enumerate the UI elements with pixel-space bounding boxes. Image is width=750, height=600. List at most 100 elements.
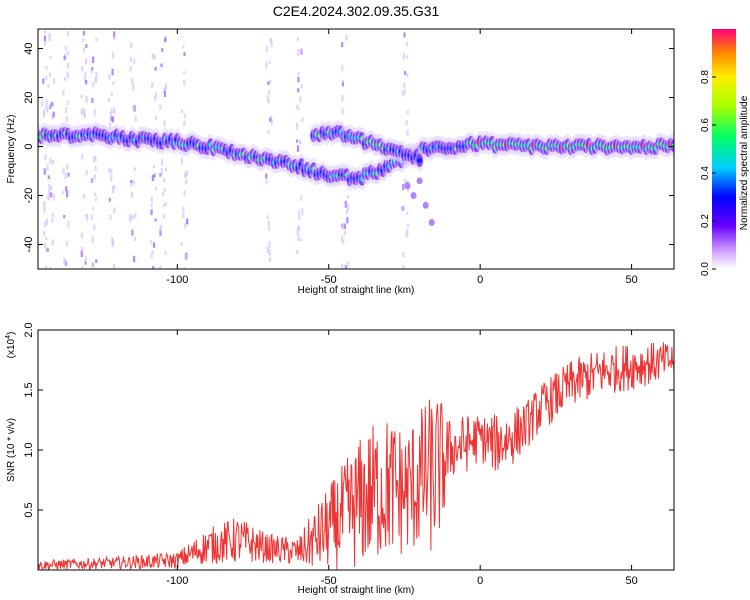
spectrogram-noise-cell xyxy=(163,90,167,97)
spectrogram-noise-cell xyxy=(111,68,114,76)
spectrogram-x-tick-label: 0 xyxy=(477,274,483,286)
spectrogram-noise-cell xyxy=(49,56,52,60)
colorbar-tick-label: 0.6 xyxy=(700,118,711,132)
spectrogram-noise-cell xyxy=(402,205,406,212)
spectrogram-noise-cell xyxy=(66,164,69,170)
spectrogram-noise-cell xyxy=(265,62,268,69)
spectrogram-noise-cell xyxy=(151,175,155,182)
spectrogram-noise-cell xyxy=(402,264,405,269)
spectrogram-noise-cell xyxy=(405,42,409,47)
spectrogram-noise-cell xyxy=(265,179,268,184)
spectrogram-y-tick-label: -20 xyxy=(23,188,35,204)
spectrogram-noise-cell xyxy=(51,217,54,223)
spectrogram-noise-cell xyxy=(183,120,186,127)
spectrogram-panel: -100 -50 0 50 -40 -20 0 20 40 Height of straigh… xyxy=(6,28,675,296)
snr-series-line xyxy=(38,342,674,570)
colorbar-tick-label: 0.0 xyxy=(700,262,711,276)
spectrogram-noise-cell xyxy=(131,215,134,220)
spectrogram-noise-cell xyxy=(113,185,116,190)
spectrogram-noise-cell xyxy=(299,48,302,53)
spectrogram-noise-cell xyxy=(267,130,270,135)
spectrogram-noise-cell xyxy=(45,218,48,226)
spectrogram-noise-cell xyxy=(93,224,96,230)
spectrogram-noise-cell xyxy=(49,192,53,198)
spectrogram-noise-cell xyxy=(268,257,271,262)
colorbar-tick-label: 0.8 xyxy=(700,70,711,84)
spectrogram-noise-cell xyxy=(133,58,136,64)
spectrogram-noise-cell xyxy=(185,179,188,185)
snr-multiplier: (x104) xyxy=(5,332,17,359)
spectrogram-noise-cell xyxy=(45,246,48,252)
spectrogram-noise-cell xyxy=(180,242,183,247)
spectrogram-noise-cell xyxy=(83,76,87,84)
spectrogram-noise-cell xyxy=(163,214,166,219)
spectrogram-y-tick-label: -40 xyxy=(23,237,35,253)
spectrogram-noise-cell xyxy=(295,139,299,143)
spectrogram-noise-cell xyxy=(297,72,300,76)
spectrogram-noise-cell xyxy=(81,246,84,251)
spectrogram-noise-cell xyxy=(404,178,407,183)
spectrogram-noise-cell xyxy=(406,110,409,115)
spectrogram-noise-cell xyxy=(133,167,137,171)
spectrogram-noise-cell xyxy=(134,115,137,122)
spectrogram-noise-cell xyxy=(133,255,136,263)
spectrogram-noise-cell xyxy=(44,30,47,34)
spectrogram-noise-cell xyxy=(64,172,67,179)
spectrogram-noise-cell xyxy=(82,38,85,42)
spectrogram-noise-cell xyxy=(110,174,113,182)
spectrogram-noise-cell xyxy=(300,84,303,89)
spectrogram-noise-cell xyxy=(111,52,114,59)
spectrogram-noise-cell xyxy=(108,74,111,80)
spectrogram-noise-cell xyxy=(406,228,409,235)
spectrogram-noise-cell xyxy=(80,232,84,238)
spectrogram-noise-cell xyxy=(90,69,93,73)
spectrogram-noise-cell xyxy=(110,108,113,114)
spectrogram-y-ticks: -40 -20 0 20 40 xyxy=(23,42,674,252)
spectrogram-noise-cell xyxy=(265,173,268,179)
spectrogram-noise-cell xyxy=(113,107,116,114)
snr-y-label: SNR (10 * v/v) xyxy=(6,418,17,482)
spectrogram-noise-cell xyxy=(296,37,300,41)
spectrogram-noise-cell xyxy=(45,105,48,110)
spectrogram-x-ticks: -100 -50 0 50 xyxy=(166,29,638,286)
spectrogram-noise-cell xyxy=(84,58,88,65)
spectrogram-y-tick-label: 20 xyxy=(23,91,35,103)
spectrogram-noise-cell xyxy=(84,256,87,262)
spectrogram-noise-cell xyxy=(43,208,46,213)
spectrogram-noise-cell xyxy=(51,160,55,165)
spectrogram-noise-cell xyxy=(343,223,346,229)
spectrogram-noise-cell xyxy=(129,213,132,221)
spectrogram-noise-cell xyxy=(83,108,86,116)
spectrogram-noise-cell xyxy=(91,236,94,244)
spectrogram-noise-cell xyxy=(155,186,158,191)
spectrogram-noise-cell xyxy=(133,105,136,112)
snr-x-label: Height of straight line (km) xyxy=(298,585,415,596)
spectrogram-noise-cell xyxy=(47,189,51,195)
spectrogram-noise-cell xyxy=(154,218,157,222)
spectrogram-noise-cell xyxy=(80,110,84,115)
spectrogram-noise-cell xyxy=(183,190,186,197)
spectrogram-noise-cell xyxy=(160,168,163,176)
spectrogram-noise-cell xyxy=(159,104,162,110)
spectrogram-noise-cell xyxy=(92,81,95,87)
spectrogram-noise-cell xyxy=(67,50,70,55)
spectrogram-noise-cell xyxy=(406,180,409,184)
spectrogram-noise-cell xyxy=(405,232,408,238)
snr-x-tick-label: 50 xyxy=(625,575,637,587)
spectrogram-noise-cell xyxy=(265,46,268,53)
spectrogram-noise-cell xyxy=(41,101,44,107)
spectrogram-noise-cell xyxy=(65,118,68,123)
snr-multiplier-exp: 4 xyxy=(5,335,12,339)
spectrogram-noise-cell xyxy=(48,35,51,42)
spectrogram-x-tick-label: 50 xyxy=(625,274,637,286)
spectrogram-noise-cell xyxy=(266,246,269,254)
spectrogram-noise-cell xyxy=(341,108,344,115)
spectrogram-marks xyxy=(38,30,674,269)
spectrogram-noise-cell xyxy=(93,174,97,180)
spectrogram-y-tick-label: 0 xyxy=(23,143,35,149)
spectrogram-noise-cell xyxy=(62,90,65,96)
figure-title: C2E4.2024.302.09.35.G31 xyxy=(273,3,440,19)
spectrogram-noise-cell xyxy=(52,111,55,118)
spectrogram-noise-cell xyxy=(108,198,111,202)
spectrogram-noise-cell xyxy=(44,265,48,269)
